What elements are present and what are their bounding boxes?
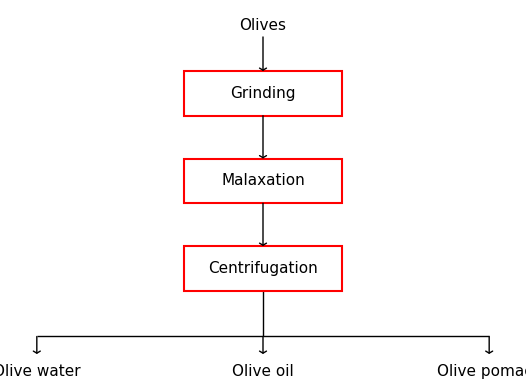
- Bar: [184, 71, 342, 116]
- Text: Centrifugation: Centrifugation: [208, 261, 318, 276]
- Text: Olive water: Olive water: [0, 364, 80, 379]
- Bar: [184, 246, 342, 291]
- Text: Olives: Olives: [239, 18, 287, 33]
- Text: Olive pomace: Olive pomace: [437, 364, 526, 379]
- Bar: [184, 159, 342, 203]
- Text: Olive oil: Olive oil: [232, 364, 294, 379]
- Text: Grinding: Grinding: [230, 86, 296, 101]
- Text: Malaxation: Malaxation: [221, 173, 305, 188]
